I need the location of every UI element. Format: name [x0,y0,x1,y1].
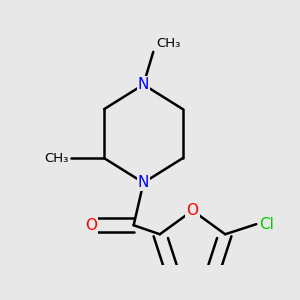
Text: O: O [187,203,199,218]
Text: N: N [138,77,149,92]
Text: O: O [85,218,97,233]
Text: Cl: Cl [260,217,274,232]
Text: CH₃: CH₃ [44,152,68,165]
Text: N: N [138,175,149,190]
Text: CH₃: CH₃ [157,37,181,50]
